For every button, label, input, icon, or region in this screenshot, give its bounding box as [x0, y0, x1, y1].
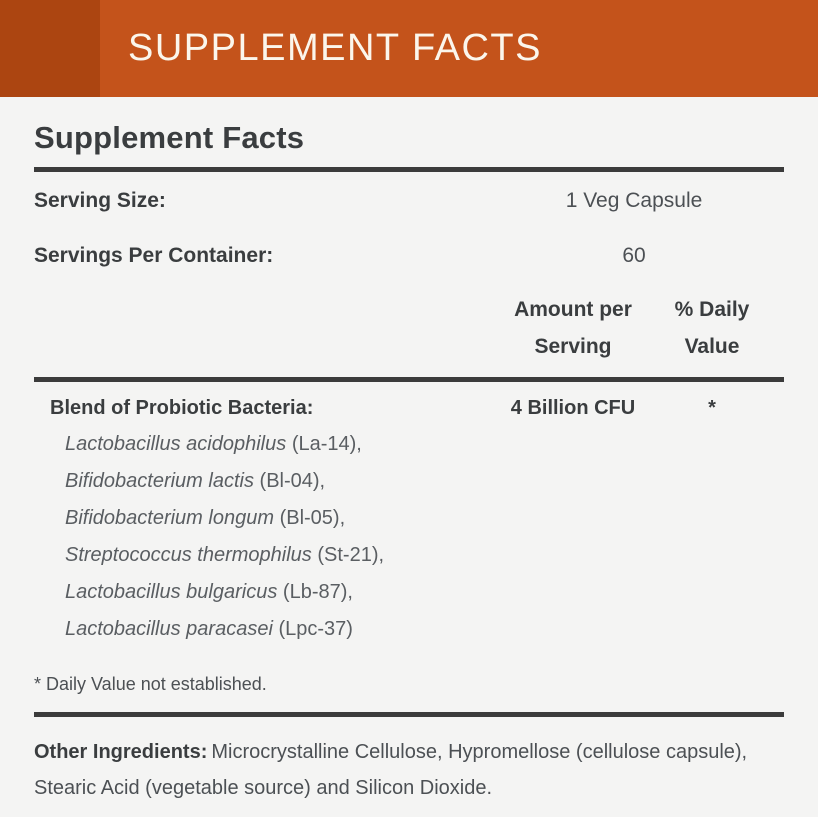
- ingredient-strain: (St-21),: [317, 544, 385, 566]
- blend-label: Blend of Probiotic Bacteria:: [50, 397, 314, 419]
- blend-ingredient-list: Lactobacillus acidophilus (La-14), Bifid…: [34, 426, 784, 648]
- panel-title: Supplement Facts: [34, 120, 305, 155]
- other-ingredients-text: Microcrystalline Cellulose, Hypromellose…: [34, 741, 748, 799]
- blend-ingredient: Streptococcus thermophilus (St-21),: [65, 537, 784, 574]
- blend-ingredient: Bifidobacterium longum (Bl-05),: [65, 500, 784, 537]
- ingredient-name: Lactobacillus acidophilus: [65, 433, 287, 455]
- divider-middle: [34, 377, 784, 382]
- servings-per-container-value: 60: [622, 244, 646, 267]
- daily-value-header-text: % Daily Value: [674, 298, 750, 358]
- daily-value-footnote: * Daily Value not established.: [34, 674, 267, 694]
- amount-per-serving-header-text: Amount per Serving: [514, 298, 632, 358]
- serving-size-label: Serving Size:: [34, 189, 166, 212]
- ingredient-strain: (Lpc-37): [278, 618, 353, 640]
- ingredient-name: Streptococcus thermophilus: [65, 544, 312, 566]
- blend-ingredient: Lactobacillus bulgaricus (Lb-87),: [65, 574, 784, 611]
- other-ingredients-label: Other Ingredients:: [34, 741, 208, 763]
- amount-per-serving-header: Amount per Serving: [480, 291, 666, 365]
- panel-body: Supplement Facts Serving Size: 1 Veg Cap…: [0, 121, 818, 806]
- servings-per-container-label: Servings Per Container:: [34, 244, 274, 267]
- blend-daily-value-asterisk: *: [708, 397, 716, 419]
- ingredient-strain: (Bl-04),: [259, 470, 326, 492]
- blend-ingredient: Lactobacillus paracasei (Lpc-37): [65, 611, 784, 648]
- column-headers-spacer: [34, 291, 480, 365]
- banner-title: SUPPLEMENT FACTS: [128, 27, 542, 69]
- banner-accent-block: [0, 0, 100, 97]
- banner: SUPPLEMENT FACTS: [0, 0, 818, 97]
- serving-size-row: Serving Size: 1 Veg Capsule: [34, 188, 784, 214]
- ingredient-name: Lactobacillus bulgaricus: [65, 581, 278, 603]
- ingredient-strain: (La-14),: [291, 433, 362, 455]
- ingredient-name: Bifidobacterium longum: [65, 507, 274, 529]
- blend-ingredient: Lactobacillus acidophilus (La-14),: [65, 426, 784, 463]
- divider-top: [34, 167, 784, 172]
- column-headers-row: Amount per Serving % Daily Value: [34, 291, 784, 365]
- ingredient-strain: (Lb-87),: [282, 581, 353, 603]
- serving-size-value: 1 Veg Capsule: [565, 189, 703, 212]
- daily-value-header: % Daily Value: [666, 291, 758, 365]
- ingredient-name: Bifidobacterium lactis: [65, 470, 254, 492]
- blend-ingredient: Bifidobacterium lactis (Bl-04),: [65, 463, 784, 500]
- servings-per-container-row: Servings Per Container: 60: [34, 243, 784, 269]
- ingredient-name: Lactobacillus paracasei: [65, 618, 273, 640]
- blend-amount: 4 Billion CFU: [510, 397, 636, 419]
- ingredient-strain: (Bl-05),: [279, 507, 346, 529]
- blend-row: Blend of Probiotic Bacteria: 4 Billion C…: [34, 394, 784, 422]
- divider-bottom: [34, 712, 784, 717]
- other-ingredients: Other Ingredients: Microcrystalline Cellu…: [34, 734, 784, 806]
